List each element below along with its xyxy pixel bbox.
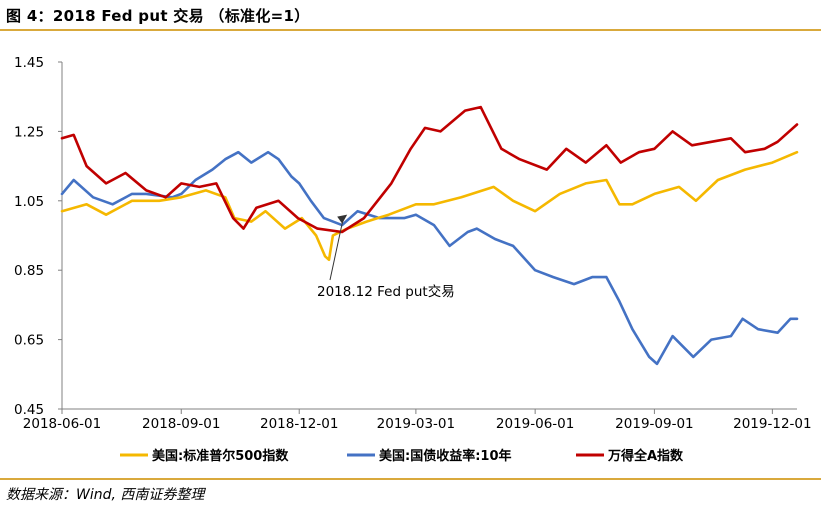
x-tick-label: 2019-12-01	[733, 416, 811, 432]
annotation: 2018.12 Fed put交易	[317, 214, 455, 300]
y-tick-label: 0.45	[14, 402, 44, 418]
series-line-2	[60, 105, 799, 234]
x-tick-label: 2019-06-01	[496, 416, 574, 432]
series-lines	[60, 105, 799, 366]
annotation-text: 2018.12 Fed put交易	[317, 283, 455, 300]
annotation-arrowhead	[337, 214, 348, 224]
line-chart: 1.451.251.050.850.650.45 2018-06-01 2018-…	[14, 55, 812, 464]
x-tick-label: 2018-06-01	[23, 416, 101, 432]
source-note: 数据来源：Wind, 西南证券整理	[6, 487, 205, 503]
x-axis: 2018-06-01 2018-09-01 2018-12-01 2019-03-01…	[23, 408, 812, 432]
legend-label-0: 美国:标准普尔500指数	[152, 448, 289, 464]
y-tick-label: 1.05	[14, 194, 44, 210]
annotation-arrow-line	[329, 218, 344, 281]
y-tick-label: 0.65	[14, 333, 44, 349]
y-tick-label: 1.25	[14, 124, 44, 140]
top-rule	[0, 29, 821, 31]
legend-label-2: 万得全A指数	[607, 448, 684, 464]
x-tick-label: 2018-09-01	[142, 416, 220, 432]
y-axis: 1.45 1.25 1.05 0.85 0.65 0.45	[14, 55, 63, 418]
y-tick-label: 1.45	[14, 55, 44, 71]
series-line-1	[60, 150, 799, 366]
legend-label-1: 美国:国债收益率:10年	[379, 448, 512, 464]
x-tick-label: 2018-12-01	[260, 416, 338, 432]
bottom-rule	[0, 478, 821, 480]
x-tick-label: 2019-09-01	[615, 416, 693, 432]
legend: 美国:标准普尔500指数 美国:国债收益率:10年 万得全A指数	[120, 448, 684, 464]
figure-title: 图 4：2018 Fed put 交易 （标准化=1）	[6, 7, 310, 25]
series-line-0	[60, 150, 799, 262]
y-tick-label: 0.85	[14, 263, 44, 279]
x-tick-label: 2019-03-01	[377, 416, 455, 432]
